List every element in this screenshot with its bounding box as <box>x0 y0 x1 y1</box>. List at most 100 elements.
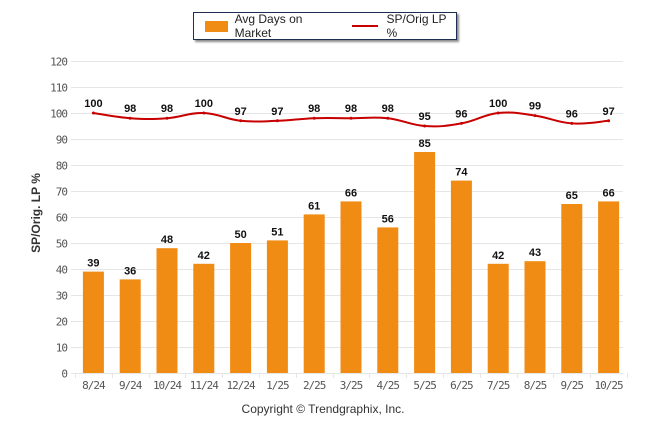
bar <box>377 227 399 373</box>
line-point <box>91 111 95 115</box>
bar <box>230 243 252 373</box>
line-point <box>275 119 279 123</box>
x-tick-label: 5/25 <box>413 379 436 392</box>
line-series <box>91 111 611 128</box>
line-data-label: 98 <box>382 103 394 115</box>
y-tick-label: 10 <box>56 342 68 355</box>
x-tick-label: 9/25 <box>561 379 584 392</box>
bar-data-labels: 39 36 48 42 50 51 61 66 56 85 74 42 43 65 66 <box>87 138 614 277</box>
line-point <box>533 114 537 118</box>
y-tick-label: 50 <box>56 238 68 251</box>
bar <box>414 152 436 373</box>
y-tick-label: 120 <box>50 56 67 69</box>
line-data-label: 97 <box>602 106 614 118</box>
line-point <box>202 111 206 115</box>
y-tick-label: 100 <box>50 108 67 121</box>
line-data-label: 100 <box>489 98 507 110</box>
line-data-label: 98 <box>161 103 173 115</box>
y-tick-label: 70 <box>56 186 68 199</box>
bar-data-label: 50 <box>234 229 246 241</box>
x-tick-label: 10/25 <box>595 379 623 392</box>
line-point <box>607 119 611 123</box>
line-data-label: 98 <box>308 103 320 115</box>
bar <box>450 180 472 373</box>
line-point <box>423 124 427 128</box>
x-tick-label: 10/24 <box>153 379 182 392</box>
y-axis-label: SP/Orig. LP % <box>29 173 43 253</box>
bar-data-label: 66 <box>345 187 357 199</box>
bar <box>487 263 509 373</box>
line-data-label: 98 <box>345 103 357 115</box>
x-tick-label: 9/24 <box>119 379 143 392</box>
line-point <box>570 121 574 125</box>
line-data-label: 97 <box>271 106 283 118</box>
bar-data-label: 85 <box>418 138 430 150</box>
copyright: Copyright © Trendgraphix, Inc. <box>241 402 405 416</box>
bar-data-label: 43 <box>529 247 541 259</box>
line-data-label: 96 <box>566 108 578 120</box>
line-point <box>496 111 500 115</box>
line-data-label: 100 <box>195 98 213 110</box>
bar-data-label: 42 <box>492 250 504 262</box>
legend-bar-swatch <box>205 20 228 32</box>
x-tick-label: 7/25 <box>487 379 510 392</box>
bar-data-label: 65 <box>566 190 578 202</box>
x-tick-label: 3/25 <box>340 379 363 392</box>
x-tick-label: 11/24 <box>190 379 219 392</box>
bar <box>82 271 104 373</box>
legend-bar-label: Avg Days on Market <box>234 12 303 40</box>
bar-data-label: 48 <box>161 234 173 246</box>
bar <box>266 240 288 373</box>
y-axis-ticks: 0 10 20 30 40 50 60 70 80 90 100 110 120 <box>50 56 68 381</box>
bar-data-label: 74 <box>455 167 468 179</box>
bar <box>524 261 546 373</box>
x-tick-label: 8/24 <box>82 379 106 392</box>
bar-data-label: 66 <box>602 187 614 199</box>
bar-data-label: 61 <box>308 200 320 212</box>
y-tick-label: 0 <box>61 368 67 381</box>
bar <box>156 248 178 373</box>
bar-data-label: 42 <box>198 250 210 262</box>
line-point <box>386 116 390 120</box>
line-point <box>165 116 169 120</box>
x-tick-label: 6/25 <box>450 379 473 392</box>
line-data-label: 98 <box>124 103 136 115</box>
y-tick-label: 30 <box>56 290 68 303</box>
line-data-label: 100 <box>84 98 102 110</box>
bar-data-label: 36 <box>124 265 136 277</box>
x-tick-label: 1/25 <box>266 379 289 392</box>
line-data-label: 96 <box>455 108 467 120</box>
y-tick-label: 110 <box>50 82 67 95</box>
line-point <box>312 116 316 120</box>
bar <box>193 263 215 373</box>
x-axis-ticks: 8/24 9/24 10/24 11/24 12/24 1/25 2/25 3/25 4/25 5… <box>75 373 628 392</box>
line-data-label: 97 <box>234 106 246 118</box>
bar <box>340 201 362 373</box>
y-tick-label: 90 <box>56 134 68 147</box>
line-data-label: 95 <box>418 111 430 123</box>
bar <box>598 201 620 373</box>
line-point <box>239 119 243 123</box>
line-point <box>349 116 353 120</box>
y-tick-label: 60 <box>56 212 68 225</box>
bar-series <box>82 152 620 373</box>
legend: Avg Days on Market SP/Orig LP % <box>193 12 457 40</box>
bar <box>303 214 325 373</box>
line-point <box>128 116 132 120</box>
x-tick-label: 8/25 <box>524 379 547 392</box>
line-data-label: 99 <box>529 101 541 113</box>
legend-line-label: SP/Orig LP % <box>386 12 447 40</box>
x-tick-label: 12/24 <box>227 379 256 392</box>
legend-line-swatch <box>352 25 379 27</box>
bar <box>561 204 583 373</box>
y-tick-label: 80 <box>56 160 68 173</box>
bar-data-label: 51 <box>271 226 283 238</box>
y-tick-label: 40 <box>56 264 68 277</box>
x-tick-label: 2/25 <box>303 379 326 392</box>
y-tick-label: 20 <box>56 316 68 329</box>
bar <box>119 279 141 373</box>
bar-data-label: 56 <box>382 213 394 225</box>
bar-data-label: 39 <box>87 258 99 270</box>
x-tick-label: 4/25 <box>377 379 400 392</box>
